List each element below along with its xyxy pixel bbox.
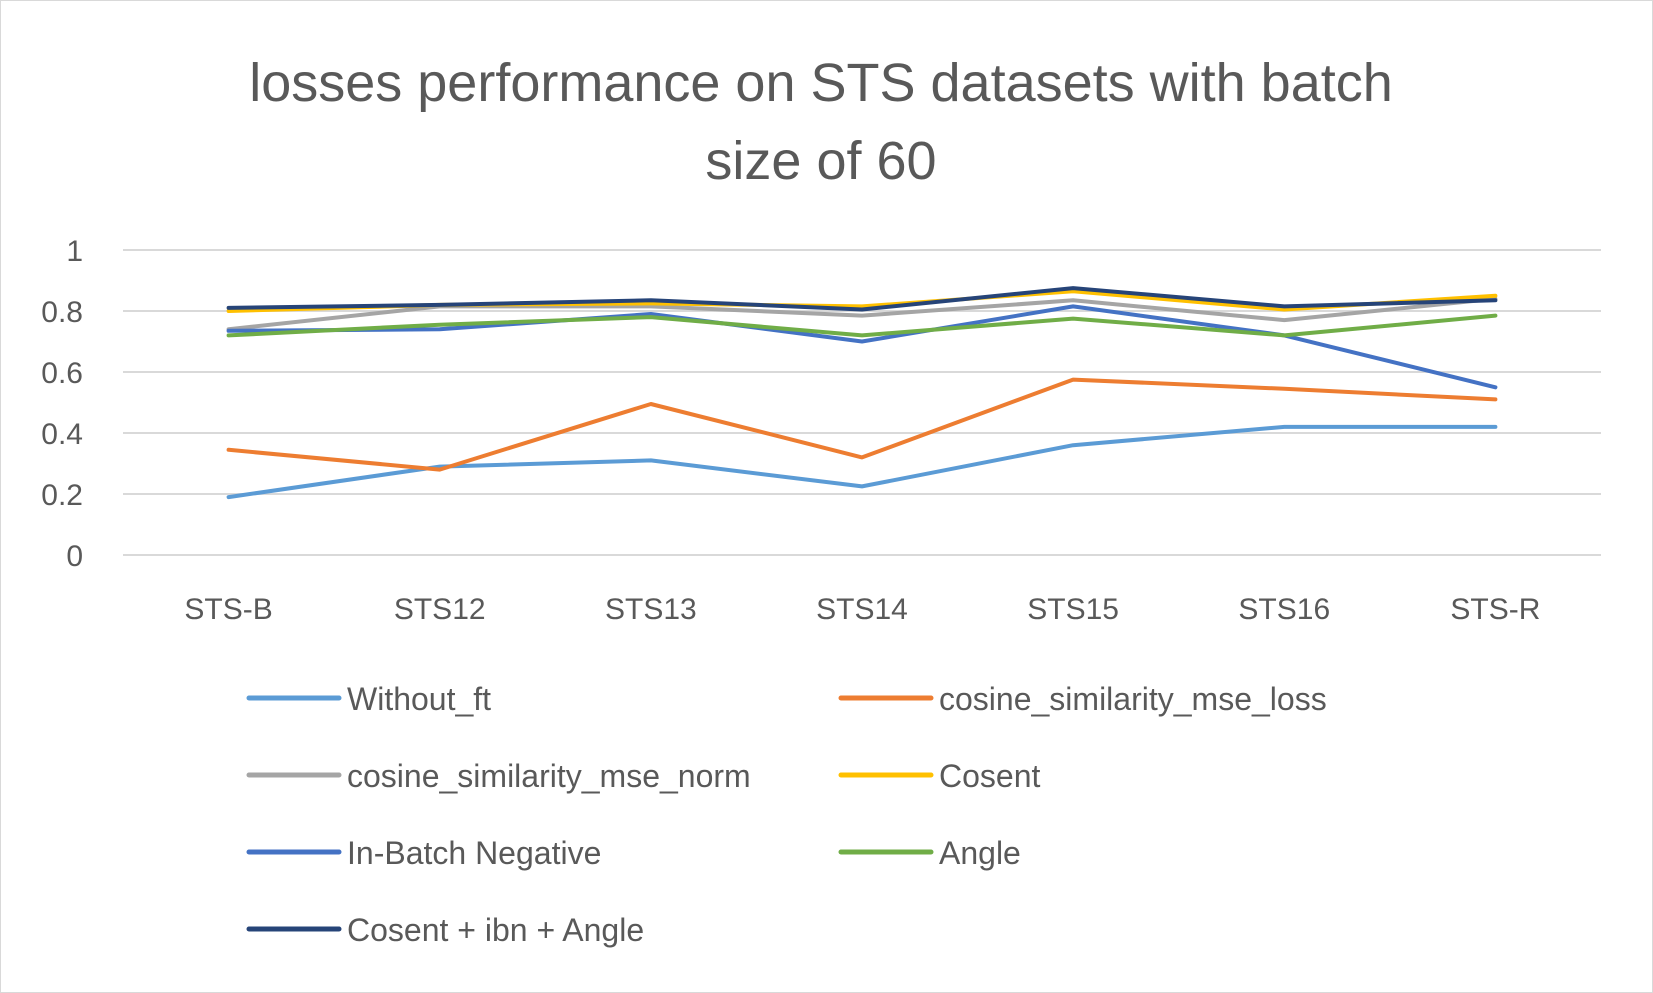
x-tick-label: STS16 <box>1238 593 1330 626</box>
legend-item: Angle <box>838 835 1021 871</box>
y-tick-label: 0.8 <box>41 296 83 329</box>
legend-item: Cosent + ibn + Angle <box>246 912 644 948</box>
legend-item: Cosent <box>838 758 1041 794</box>
legend-item: In-Batch Negative <box>246 835 601 871</box>
series-lines <box>226 286 1498 500</box>
legend: Without_ft cosine_similarity_mse_losscosi… <box>246 681 1327 948</box>
legend-label: Angle <box>939 835 1021 871</box>
x-tick-label: STS-R <box>1450 593 1540 626</box>
legend-item: cosine_similarity_mse_loss <box>838 681 1327 717</box>
x-tick-label: STS13 <box>605 593 697 626</box>
chart-title-line-2: size of 60 <box>705 131 936 191</box>
y-tick-label: 0.6 <box>41 357 83 390</box>
legend-label: Without_ft <box>347 681 491 717</box>
y-tick-label: 1 <box>66 235 83 268</box>
y-tick-label: 0.2 <box>41 479 83 512</box>
y-tick-label: 0.4 <box>41 418 83 451</box>
legend-label: Cosent + ibn + Angle <box>347 912 644 948</box>
gridlines <box>123 249 1601 556</box>
x-axis-tick-labels: STS-B STS12 STS13 STS14 STS15 STS16 STS-R <box>184 593 1540 626</box>
x-tick-label: STS15 <box>1027 593 1119 626</box>
chart-title: losses performance on STS datasets with … <box>249 53 1393 191</box>
x-tick-label: STS14 <box>816 593 908 626</box>
x-tick-label: STS-B <box>184 593 272 626</box>
legend-label: In-Batch Negative <box>347 835 601 871</box>
series-line-cosent-ibn-angle <box>226 286 1498 312</box>
chart-title-line-1: losses performance on STS datasets with … <box>249 53 1393 113</box>
legend-label: cosine_similarity_mse_loss <box>939 681 1327 717</box>
legend-label: cosine_similarity_mse_norm <box>347 758 751 794</box>
series-line-angle <box>226 313 1498 338</box>
series-line-without-ft <box>226 424 1498 500</box>
legend-label: Cosent <box>939 758 1041 794</box>
series-line-cosine-similarity-mse-loss <box>226 377 1498 472</box>
legend-item: Without_ft <box>246 681 491 717</box>
legend-item: cosine_similarity_mse_norm <box>246 758 751 794</box>
y-tick-label: 0 <box>66 540 83 573</box>
y-axis-tick-labels: 0 0.2 0.4 0.6 0.8 1 <box>41 235 83 573</box>
x-tick-label: STS12 <box>394 593 486 626</box>
